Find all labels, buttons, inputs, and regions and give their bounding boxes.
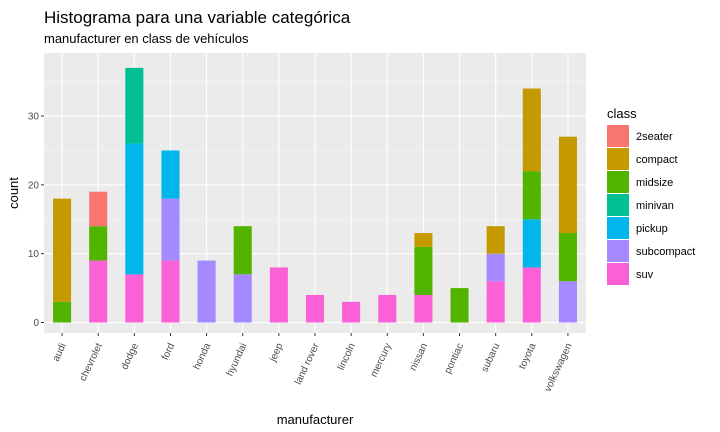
bar-segment-minivan-dodge (125, 67, 144, 144)
bar-segment-midsize-nissan (414, 246, 433, 295)
chart-subtitle: manufacturer en class de vehículos (44, 31, 249, 46)
bar-segment-compact-subaru (486, 226, 505, 254)
legend-label-midsize: midsize (636, 177, 673, 189)
x-tick-label: mercury (369, 342, 394, 379)
legend-label-2seater: 2seater (636, 131, 673, 143)
x-axis-ticks: audi chevrolet dodge ford honda hyundai jeep la… (51, 333, 575, 394)
x-tick-label: honda (192, 341, 214, 371)
bar-segment-suv-jeep (269, 267, 288, 323)
bar-segment-subcompact-honda (197, 260, 216, 323)
legend-label-suv: suv (636, 269, 654, 281)
y-axis-title: count (6, 177, 21, 209)
bar-segment-suv-ford (161, 260, 180, 323)
bar-segment-compact-audi (53, 198, 72, 302)
legend-label-pickup: pickup (636, 223, 668, 235)
bar-segment-subcompact-hyundai (233, 274, 252, 323)
bar-segment-subcompact-volkswagen (558, 281, 577, 323)
bar-segment-subcompact-ford (161, 198, 180, 261)
y-axis-ticks: 0 10 20 30 (28, 112, 44, 329)
bar-segment-midsize-audi (53, 301, 72, 323)
legend-key-compact (607, 148, 629, 170)
x-axis-title: manufacturer (277, 412, 354, 427)
bar-segment-suv-nissan (414, 294, 433, 323)
legend-title: class (607, 106, 637, 121)
bar-segment-suv-lincoln (342, 301, 361, 323)
legend-key-pickup (607, 217, 629, 239)
x-tick-label: audi (51, 342, 69, 364)
x-tick-label: lincoln (336, 342, 358, 372)
x-tick-label: subaru (479, 342, 502, 374)
bars (53, 67, 577, 323)
bar-segment-pickup-dodge (125, 143, 144, 275)
bar-segment-midsize-pontiac (450, 288, 469, 323)
x-tick-label: jeep (267, 341, 286, 364)
bar-segment-suv-dodge (125, 274, 144, 323)
chart-title: Histograma para una variable categórica (44, 8, 351, 27)
x-tick-label: volkswagen (543, 342, 575, 394)
x-tick-label: chevrolet (78, 341, 105, 383)
bar-segment-pickup-ford (161, 150, 180, 199)
bar-segment-suv-subaru (486, 281, 505, 323)
legend-label-minivan: minivan (636, 200, 674, 212)
bar-segment-compact-volkswagen (558, 136, 577, 234)
x-tick-label: nissan (408, 342, 430, 373)
y-tick-label: 10 (28, 249, 40, 260)
x-tick-label: ford (160, 342, 177, 362)
legend-key-midsize (607, 171, 629, 193)
y-tick-label: 30 (28, 112, 40, 123)
x-tick-label: land rover (293, 341, 322, 387)
legend-key-minivan (607, 194, 629, 216)
x-tick-label: dodge (119, 341, 141, 371)
bar-segment-midsize-chevrolet (89, 226, 108, 261)
legend: class 2seater compact midsize minivan pickup… (607, 106, 695, 285)
bar-segment-suv-land-rover (305, 294, 325, 323)
bar-segment-pickup-toyota (522, 219, 541, 268)
bar-segment-compact-toyota (522, 88, 541, 172)
bar-segment-subcompact-subaru (486, 253, 505, 282)
bar-segment-suv-toyota (522, 267, 541, 323)
x-tick-label: toyota (517, 341, 539, 371)
bar-segment-suv-chevrolet (89, 260, 108, 323)
bar-segment-suv-mercury (378, 294, 397, 323)
y-tick-label: 20 (28, 180, 40, 191)
bar-segment-midsize-hyundai (233, 226, 252, 275)
x-tick-label: pontiac (443, 342, 467, 376)
legend-key-suv (607, 263, 629, 285)
legend-key-subcompact (607, 240, 629, 262)
bar-segment-midsize-toyota (522, 171, 541, 220)
legend-key-2seater (607, 125, 629, 147)
y-tick-label: 0 (33, 318, 39, 329)
bar-segment-midsize-volkswagen (558, 233, 577, 282)
bar-segment-2seater-chevrolet (89, 191, 108, 227)
legend-label-compact: compact (636, 154, 678, 166)
bar-segment-compact-nissan (414, 233, 433, 247)
x-tick-label: hyundai (225, 342, 250, 378)
legend-label-subcompact: subcompact (636, 246, 695, 258)
